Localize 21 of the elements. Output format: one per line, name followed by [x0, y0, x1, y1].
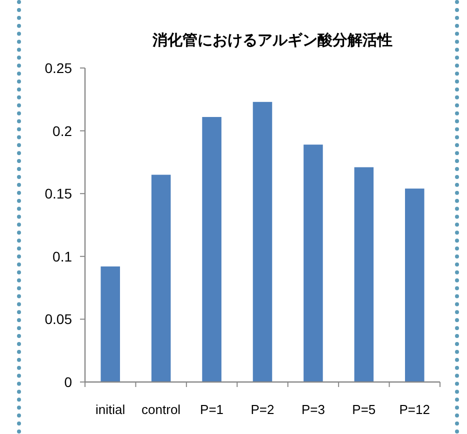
- x-tick-label: initial: [96, 402, 126, 417]
- bar: [354, 167, 374, 382]
- y-tick-label: 0.25: [44, 60, 72, 76]
- y-tick-label: 0.1: [52, 248, 72, 264]
- bar: [405, 188, 424, 382]
- x-tick-label: P=12: [399, 402, 430, 417]
- bar: [304, 144, 323, 382]
- y-tick-label: 0.15: [44, 186, 72, 202]
- bar: [202, 116, 222, 382]
- bar: [151, 174, 171, 382]
- y-tick-label: 0.2: [52, 122, 72, 139]
- x-tick-label: P=2: [250, 402, 274, 417]
- bar: [252, 102, 272, 382]
- y-tick-label: 0: [64, 374, 72, 390]
- x-tick-label: P=1: [200, 402, 224, 417]
- x-tick-label: P=3: [301, 402, 325, 417]
- chart-title: 消化管におけるアルギン酸分解活性: [152, 32, 392, 49]
- x-tick-label: control: [142, 402, 181, 417]
- bar: [100, 266, 120, 382]
- x-tick-label: P=5: [352, 402, 376, 417]
- y-tick-label: 0.05: [44, 311, 72, 328]
